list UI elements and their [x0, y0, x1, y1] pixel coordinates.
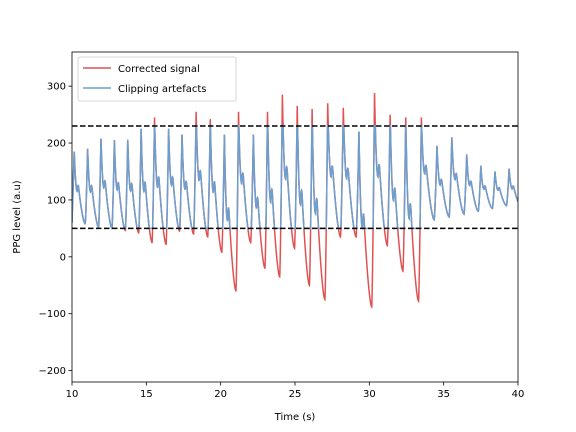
x-axis-ticks: 10 15 20 25 30 35 40 [66, 382, 525, 400]
x-tick-label: 15 [140, 389, 153, 400]
x-tick-label: 30 [363, 389, 376, 400]
legend-label-corrected-signal: Corrected signal [118, 64, 200, 75]
y-tick-label: 300 [47, 82, 66, 93]
legend-label-clipping-artefacts: Clipping artefacts [118, 84, 206, 95]
x-tick-label: 10 [66, 389, 79, 400]
y-tick-label: 0 [60, 252, 66, 263]
legend: Corrected signal Clipping artefacts [77, 56, 237, 102]
series-layer [72, 92, 518, 309]
reference-lines [72, 125, 518, 230]
y-tick-label: −200 [39, 366, 66, 377]
y-tick-label: 200 [47, 139, 66, 150]
y-axis-ticks: −200 −100 0 100 200 300 [39, 82, 72, 377]
x-tick-label: 35 [437, 389, 450, 400]
series-line-clipping-artefacts [72, 125, 518, 231]
y-tick-label: 100 [47, 195, 66, 206]
x-tick-label: 25 [289, 389, 302, 400]
y-axis-label: PPG level (a.u) [12, 180, 23, 253]
legend-box [77, 56, 237, 102]
x-tick-label: 20 [214, 389, 227, 400]
x-axis-label: Time (s) [274, 412, 316, 423]
y-tick-label: −100 [39, 309, 66, 320]
x-tick-label: 40 [512, 389, 525, 400]
